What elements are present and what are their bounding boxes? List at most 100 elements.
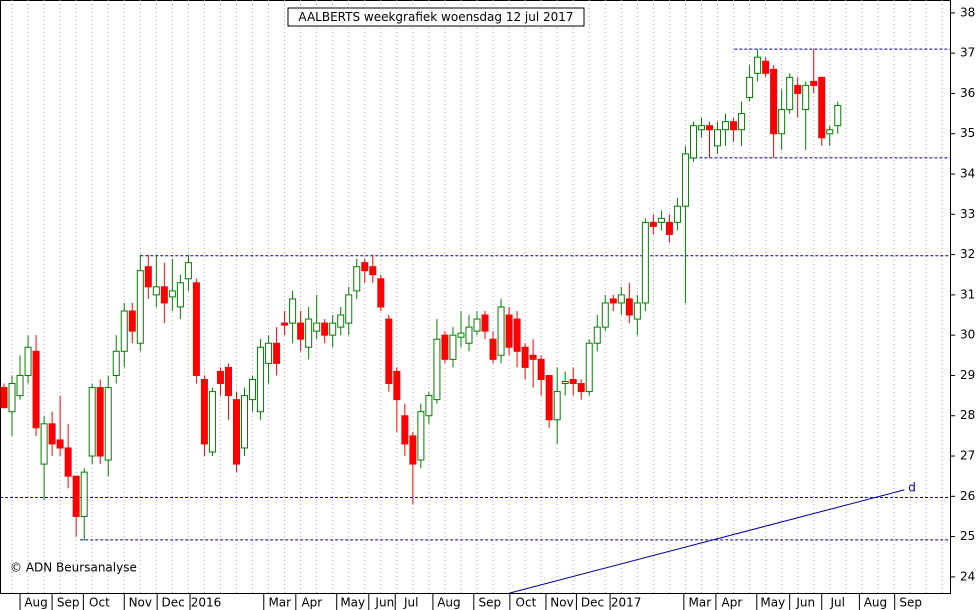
x-tick-label: Oct bbox=[516, 596, 537, 610]
candle-body bbox=[72, 475, 80, 517]
candle-body bbox=[561, 381, 569, 385]
candle-body bbox=[689, 125, 697, 159]
y-tick-label: 32 bbox=[960, 247, 975, 261]
x-tick-label: May bbox=[340, 596, 365, 610]
candle-body bbox=[818, 76, 826, 139]
title-box bbox=[287, 7, 585, 27]
candle-body bbox=[762, 60, 770, 74]
candle-body bbox=[96, 387, 104, 457]
candle-body bbox=[409, 435, 417, 465]
candle-body bbox=[297, 322, 305, 340]
candle-body bbox=[16, 374, 24, 397]
x-tick-label: Mar bbox=[268, 596, 291, 610]
candle-body bbox=[521, 346, 529, 368]
candle-body bbox=[473, 318, 481, 332]
x-tick-label: Sep bbox=[57, 596, 80, 610]
x-tick-label: 2016 bbox=[191, 596, 222, 610]
candle-body bbox=[377, 278, 385, 308]
x-tick-label: Nov bbox=[129, 596, 152, 610]
candle-body bbox=[24, 346, 32, 376]
candle-body bbox=[601, 302, 609, 328]
candle-body bbox=[545, 374, 553, 421]
candle-body bbox=[369, 266, 377, 276]
candle-body bbox=[537, 358, 545, 380]
candle-body bbox=[714, 129, 722, 147]
candle-body bbox=[8, 383, 16, 413]
candle-body bbox=[794, 84, 802, 94]
candle-body bbox=[232, 399, 240, 465]
y-tick-label: 33 bbox=[960, 207, 975, 221]
candle-body bbox=[361, 262, 369, 272]
candle-body bbox=[144, 266, 152, 288]
candle-body bbox=[0, 387, 8, 409]
candle-body bbox=[216, 370, 224, 385]
x-tick-label: Dec bbox=[162, 596, 185, 610]
candle-body bbox=[32, 350, 40, 429]
candle-body bbox=[417, 411, 425, 461]
candle-body bbox=[633, 302, 641, 320]
copyright: © ADN Beursanalyse bbox=[10, 561, 137, 575]
x-tick-label: Oct bbox=[89, 596, 110, 610]
x-tick-label: Apr bbox=[722, 596, 743, 610]
x-tick-label: Aug bbox=[437, 596, 460, 610]
candle-body bbox=[192, 282, 200, 376]
candle-body bbox=[88, 387, 96, 457]
candle-body bbox=[433, 338, 441, 401]
y-tick-label: 31 bbox=[960, 287, 975, 301]
trend-line bbox=[509, 489, 905, 594]
candle-body bbox=[40, 423, 48, 465]
candle-body bbox=[465, 326, 473, 344]
candle-body bbox=[625, 298, 633, 316]
candle-body bbox=[609, 298, 617, 304]
candle-body bbox=[385, 318, 393, 385]
candle-body bbox=[257, 346, 265, 413]
candle-body bbox=[249, 378, 257, 401]
y-tick-label: 30 bbox=[960, 328, 975, 342]
candle-body bbox=[64, 447, 72, 477]
candle-body bbox=[48, 423, 56, 445]
candle-body bbox=[649, 221, 657, 227]
candle-body bbox=[657, 217, 665, 223]
candle-body bbox=[176, 282, 184, 308]
candle-body bbox=[313, 322, 321, 332]
candle-body bbox=[152, 286, 160, 296]
candle-body bbox=[241, 395, 249, 449]
candle-body bbox=[513, 318, 521, 352]
candle-body bbox=[569, 378, 577, 385]
y-tick-label: 34 bbox=[960, 167, 975, 181]
x-tick-label: Apr bbox=[301, 596, 322, 610]
candle-body bbox=[489, 338, 497, 360]
candle-body bbox=[265, 342, 273, 364]
candle-body bbox=[168, 290, 176, 298]
candle-body bbox=[160, 286, 168, 304]
candle-body bbox=[778, 109, 786, 135]
candle-body bbox=[120, 310, 128, 352]
candle-body bbox=[200, 378, 208, 445]
candle-body bbox=[577, 383, 585, 393]
candle-body bbox=[401, 415, 409, 445]
trend-label: d bbox=[908, 480, 916, 494]
x-tick-label: May bbox=[760, 596, 785, 610]
candle-body bbox=[697, 125, 705, 131]
candle-body bbox=[136, 270, 144, 344]
x-tick-label: 2017 bbox=[611, 596, 642, 610]
candle-body bbox=[681, 153, 689, 207]
candle-body bbox=[553, 391, 561, 421]
x-tick-label: Dec bbox=[581, 596, 604, 610]
y-tick-label: 37 bbox=[960, 46, 975, 60]
y-tick-label: 26 bbox=[960, 489, 975, 503]
candle-body bbox=[497, 306, 505, 356]
candle-body bbox=[80, 471, 88, 517]
candle-body bbox=[56, 439, 64, 449]
candle-body bbox=[321, 322, 329, 336]
x-tick-label: Mar bbox=[689, 596, 712, 610]
candle-body bbox=[128, 310, 136, 332]
candle-body bbox=[641, 221, 649, 304]
x-tick-label: Jul bbox=[403, 596, 418, 610]
x-tick-label: Nov bbox=[550, 596, 573, 610]
y-tick-label: 38 bbox=[960, 5, 975, 19]
x-tick-label: Sep bbox=[479, 596, 502, 610]
candle-body bbox=[305, 318, 313, 348]
candle-body bbox=[810, 80, 818, 86]
candle-body bbox=[730, 121, 738, 131]
